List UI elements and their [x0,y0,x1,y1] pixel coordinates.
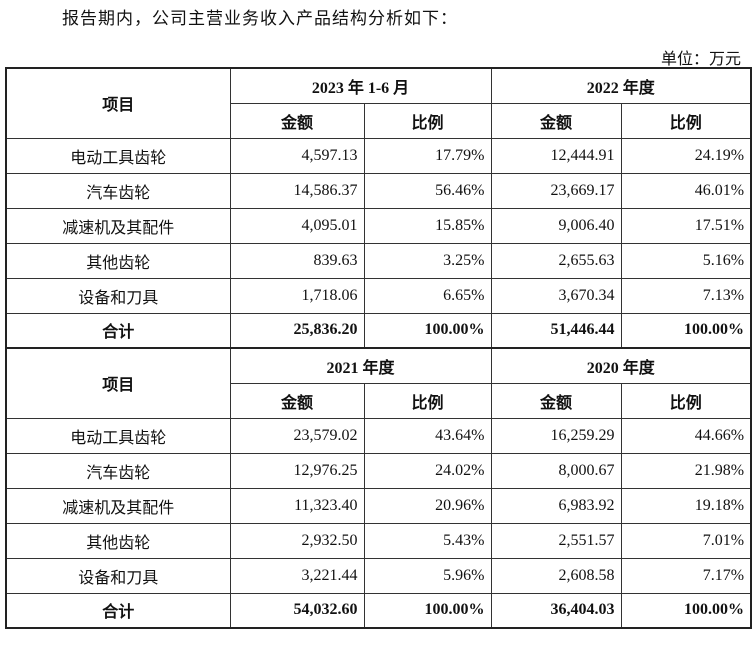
cell-value: 5.16% [620,242,752,279]
data-row: 设备和刀具 3,221.44 5.96% 2,608.58 7.17% [5,557,752,594]
cell-value: 23,579.02 [229,417,365,454]
item-name: 减速机及其配件 [5,487,231,524]
subheader-row: 金额 比例 金额 比例 [6,382,752,419]
total-value: 51,446.44 [490,312,622,349]
header-row: 项目 2021 年度 2020 年度 [5,347,752,419]
cell-value: 4,597.13 [229,137,365,174]
subheader: 比例 [620,102,752,139]
cell-value: 3,670.34 [490,277,622,314]
item-name: 汽车齿轮 [5,452,231,489]
total-value: 25,836.20 [229,312,365,349]
subheader: 金额 [229,102,365,139]
intro-text: 报告期内，公司主营业务收入产品结构分析如下： [62,9,458,28]
cell-value: 44.66% [620,417,752,454]
total-value: 100.00% [620,592,752,629]
total-row: 合计 54,032.60 100.00% 36,404.03 100.00% [5,592,752,629]
cell-value: 17.51% [620,207,752,244]
cell-value: 5.96% [363,557,492,594]
cell-value: 9,006.40 [490,207,622,244]
revenue-table: 项目 2023 年 1-6 月 2022 年度 金额 比例 金额 比例 电动工具齿轮 4,597… [5,67,753,629]
total-label: 合计 [5,592,231,629]
item-header: 项目 [5,67,231,139]
total-value: 100.00% [620,312,752,349]
subheader: 比例 [363,382,492,419]
subheader: 比例 [620,382,752,419]
cell-value: 6,983.92 [490,487,622,524]
cell-value: 20.96% [363,487,492,524]
cell-value: 7.01% [620,522,752,559]
period-header: 2022 年度 [490,67,752,104]
data-row: 汽车齿轮 14,586.37 56.46% 23,669.17 46.01% [5,172,752,209]
data-row: 其他齿轮 839.63 3.25% 2,655.63 5.16% [5,242,752,279]
cell-value: 5.43% [363,522,492,559]
header-row: 项目 2023 年 1-6 月 2022 年度 [5,67,752,139]
total-value: 100.00% [363,592,492,629]
cell-value: 2,655.63 [490,242,622,279]
data-row: 汽车齿轮 12,976.25 24.02% 8,000.67 21.98% [5,452,752,489]
cell-value: 3,221.44 [229,557,365,594]
cell-value: 11,323.40 [229,487,365,524]
item-name: 其他齿轮 [5,242,231,279]
cell-value: 21.98% [620,452,752,489]
period-header: 2021 年度 [229,347,492,384]
cell-value: 2,932.50 [229,522,365,559]
total-label: 合计 [5,312,231,349]
cell-value: 8,000.67 [490,452,622,489]
cell-value: 23,669.17 [490,172,622,209]
cell-value: 4,095.01 [229,207,365,244]
total-value: 36,404.03 [490,592,622,629]
cell-value: 6.65% [363,277,492,314]
item-header: 项目 [5,347,231,419]
table-body: 项目 2023 年 1-6 月 2022 年度 金额 比例 金额 比例 电动工具齿轮 4,597… [5,67,752,629]
item-name: 电动工具齿轮 [5,137,231,174]
item-name: 设备和刀具 [5,277,231,314]
cell-value: 839.63 [229,242,365,279]
data-row: 减速机及其配件 4,095.01 15.85% 9,006.40 17.51% [5,207,752,244]
period-header: 2020 年度 [490,347,752,384]
cell-value: 12,976.25 [229,452,365,489]
cell-value: 2,551.57 [490,522,622,559]
item-name: 设备和刀具 [5,557,231,594]
total-row: 合计 25,836.20 100.00% 51,446.44 100.00% [5,312,752,349]
item-name: 汽车齿轮 [5,172,231,209]
item-name: 电动工具齿轮 [5,417,231,454]
subheader-row: 金额 比例 金额 比例 [6,102,752,139]
cell-value: 43.64% [363,417,492,454]
total-value: 100.00% [363,312,492,349]
cell-value: 14,586.37 [229,172,365,209]
subheader: 金额 [490,382,622,419]
data-row: 电动工具齿轮 23,579.02 43.64% 16,259.29 44.66% [5,417,752,454]
item-name: 其他齿轮 [5,522,231,559]
total-value: 54,032.60 [229,592,365,629]
cell-value: 19.18% [620,487,752,524]
cell-value: 1,718.06 [229,277,365,314]
cell-value: 56.46% [363,172,492,209]
data-row: 设备和刀具 1,718.06 6.65% 3,670.34 7.13% [5,277,752,314]
item-name: 减速机及其配件 [5,207,231,244]
cell-value: 12,444.91 [490,137,622,174]
cell-value: 7.17% [620,557,752,594]
cell-value: 24.02% [363,452,492,489]
cell-value: 7.13% [620,277,752,314]
subheader: 金额 [490,102,622,139]
cell-value: 46.01% [620,172,752,209]
period-header: 2023 年 1-6 月 [229,67,492,104]
cell-value: 3.25% [363,242,492,279]
data-row: 电动工具齿轮 4,597.13 17.79% 12,444.91 24.19% [5,137,752,174]
cell-value: 16,259.29 [490,417,622,454]
subheader: 金额 [229,382,365,419]
unit-label: 单位：万元 [660,51,741,68]
cell-value: 2,608.58 [490,557,622,594]
cell-value: 24.19% [620,137,752,174]
data-row: 其他齿轮 2,932.50 5.43% 2,551.57 7.01% [5,522,752,559]
cell-value: 15.85% [363,207,492,244]
subheader: 比例 [363,102,492,139]
data-row: 减速机及其配件 11,323.40 20.96% 6,983.92 19.18% [5,487,752,524]
cell-value: 17.79% [363,137,492,174]
